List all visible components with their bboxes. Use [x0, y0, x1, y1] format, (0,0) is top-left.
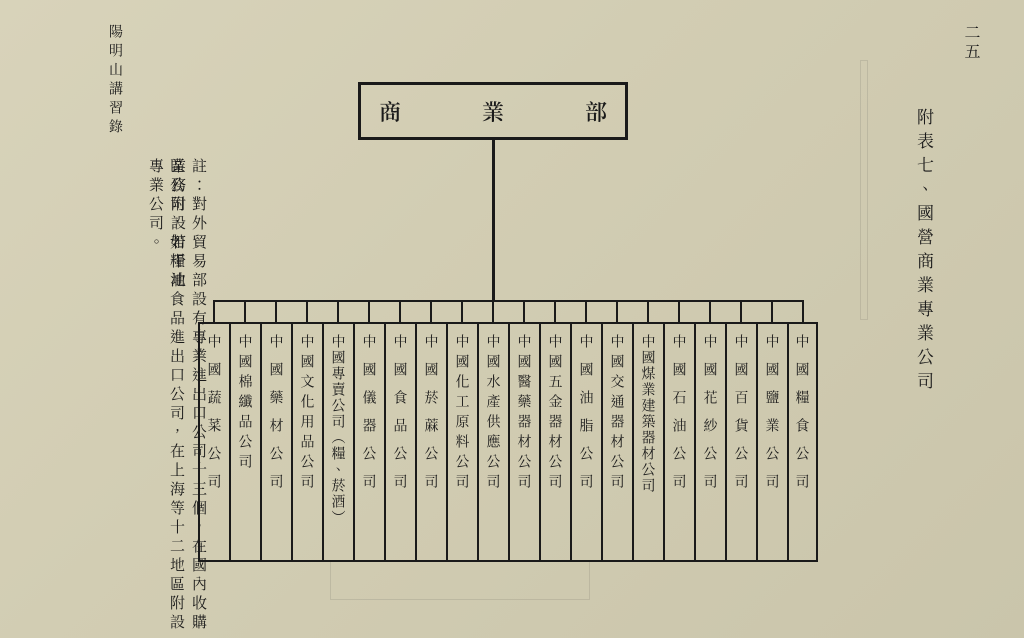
leaf-node: 中國鹽業公司: [756, 322, 787, 562]
faint-showthrough: [860, 60, 868, 320]
leaf-label: 中國儀器公司: [363, 334, 377, 502]
leaf-node: 中國糧食公司: [787, 322, 818, 562]
leaf-label: 中國文化用品公司: [301, 334, 315, 494]
leaf-node: 中國專賣公司（糧、菸酒）: [322, 322, 353, 562]
root-char: 業: [482, 96, 504, 127]
leaf-label: 中國藥材公司: [270, 334, 284, 502]
note-line-2: 區公司，如糧油食品進出口公司，在上海等十二地區附設專業公司。: [146, 158, 188, 638]
connector-tick: [399, 300, 401, 322]
connector-tick: [213, 300, 215, 322]
connector-tick: [585, 300, 587, 322]
leaf-node: 中國油脂公司: [570, 322, 601, 562]
connector-tick: [554, 300, 556, 322]
leaf-label: 中國棉纖品公司: [239, 334, 253, 474]
leaf-row: 中國蔬菜公司 中國棉纖品公司 中國藥材公司 中國文化用品公司 中國專賣公司（糧、菸酒） 中…: [198, 322, 818, 562]
connector-tick: [678, 300, 680, 322]
connector-tick: [275, 300, 277, 322]
org-chart: 商 業 部 中國蔬菜公司 中國棉纖品公司 中國藥材公司 中國文化用品公司 中國專賣公司（…: [198, 82, 788, 562]
leaf-label: 中國油脂公司: [580, 334, 594, 502]
connector-tick: [492, 300, 494, 322]
leaf-label: 中國石油公司: [673, 334, 687, 502]
connector-tick: [430, 300, 432, 322]
leaf-node: 中國菸蔴公司: [415, 322, 446, 562]
page-number: 二五: [961, 24, 984, 62]
leaf-node: 中國文化用品公司: [291, 322, 322, 562]
connector-tick: [461, 300, 463, 322]
leaf-label: 中國食品公司: [394, 334, 408, 502]
leaf-node: 中國花紗公司: [694, 322, 725, 562]
branch-line: [213, 300, 804, 302]
root-char: 商: [379, 96, 401, 127]
root-char: 部: [585, 96, 607, 127]
leaf-label: 中國醫藥器材公司: [518, 334, 532, 494]
connector-tick: [244, 300, 246, 322]
connector-tick: [616, 300, 618, 322]
leaf-label: 中國花紗公司: [704, 334, 718, 502]
leaf-label: 中國專賣公司（糧、菸酒）: [332, 334, 346, 526]
leaf-label: 中國鹽業公司: [766, 334, 780, 502]
leaf-label: 中國百貨公司: [735, 334, 749, 502]
leaf-label: 中國五金器材公司: [549, 334, 563, 494]
leaf-node: 中國醫藥器材公司: [508, 322, 539, 562]
faint-showthrough: [330, 560, 590, 600]
leaf-label: 中國化工原料公司: [456, 334, 470, 494]
leaf-node: 中國棉纖品公司: [229, 322, 260, 562]
leaf-node: 中國蔬菜公司: [198, 322, 229, 562]
connector-tick: [306, 300, 308, 322]
leaf-label: 中國菸蔴公司: [425, 334, 439, 502]
connector-tick: [802, 300, 804, 322]
leaf-label: 中國煤業建築器材公司: [642, 334, 656, 494]
leaf-node: 中國煤業建築器材公司: [632, 322, 663, 562]
connector-tick: [709, 300, 711, 322]
leaf-node: 中國儀器公司: [353, 322, 384, 562]
leaf-node: 中國百貨公司: [725, 322, 756, 562]
connector-tick: [523, 300, 525, 322]
trunk-line: [492, 140, 495, 300]
connector-tick: [771, 300, 773, 322]
root-node: 商 業 部: [358, 82, 628, 140]
connector-tick: [368, 300, 370, 322]
leaf-node: 中國水產供應公司: [477, 322, 508, 562]
leaf-label: 中國水產供應公司: [487, 334, 501, 494]
connector-tick: [740, 300, 742, 322]
leaf-node: 中國藥材公司: [260, 322, 291, 562]
connector-tick: [337, 300, 339, 322]
leaf-label: 中國蔬菜公司: [208, 334, 222, 502]
leaf-label: 中國糧食公司: [796, 334, 810, 502]
running-head: 陽明山講習錄: [106, 24, 126, 138]
leaf-node: 中國石油公司: [663, 322, 694, 562]
leaf-node: 中國化工原料公司: [446, 322, 477, 562]
figure-title: 附表七、國營商業專業公司: [913, 108, 938, 396]
leaf-node: 中國交通器材公司: [601, 322, 632, 562]
connector-tick: [647, 300, 649, 322]
leaf-node: 中國五金器材公司: [539, 322, 570, 562]
leaf-label: 中國交通器材公司: [611, 334, 625, 494]
leaf-node: 中國食品公司: [384, 322, 415, 562]
